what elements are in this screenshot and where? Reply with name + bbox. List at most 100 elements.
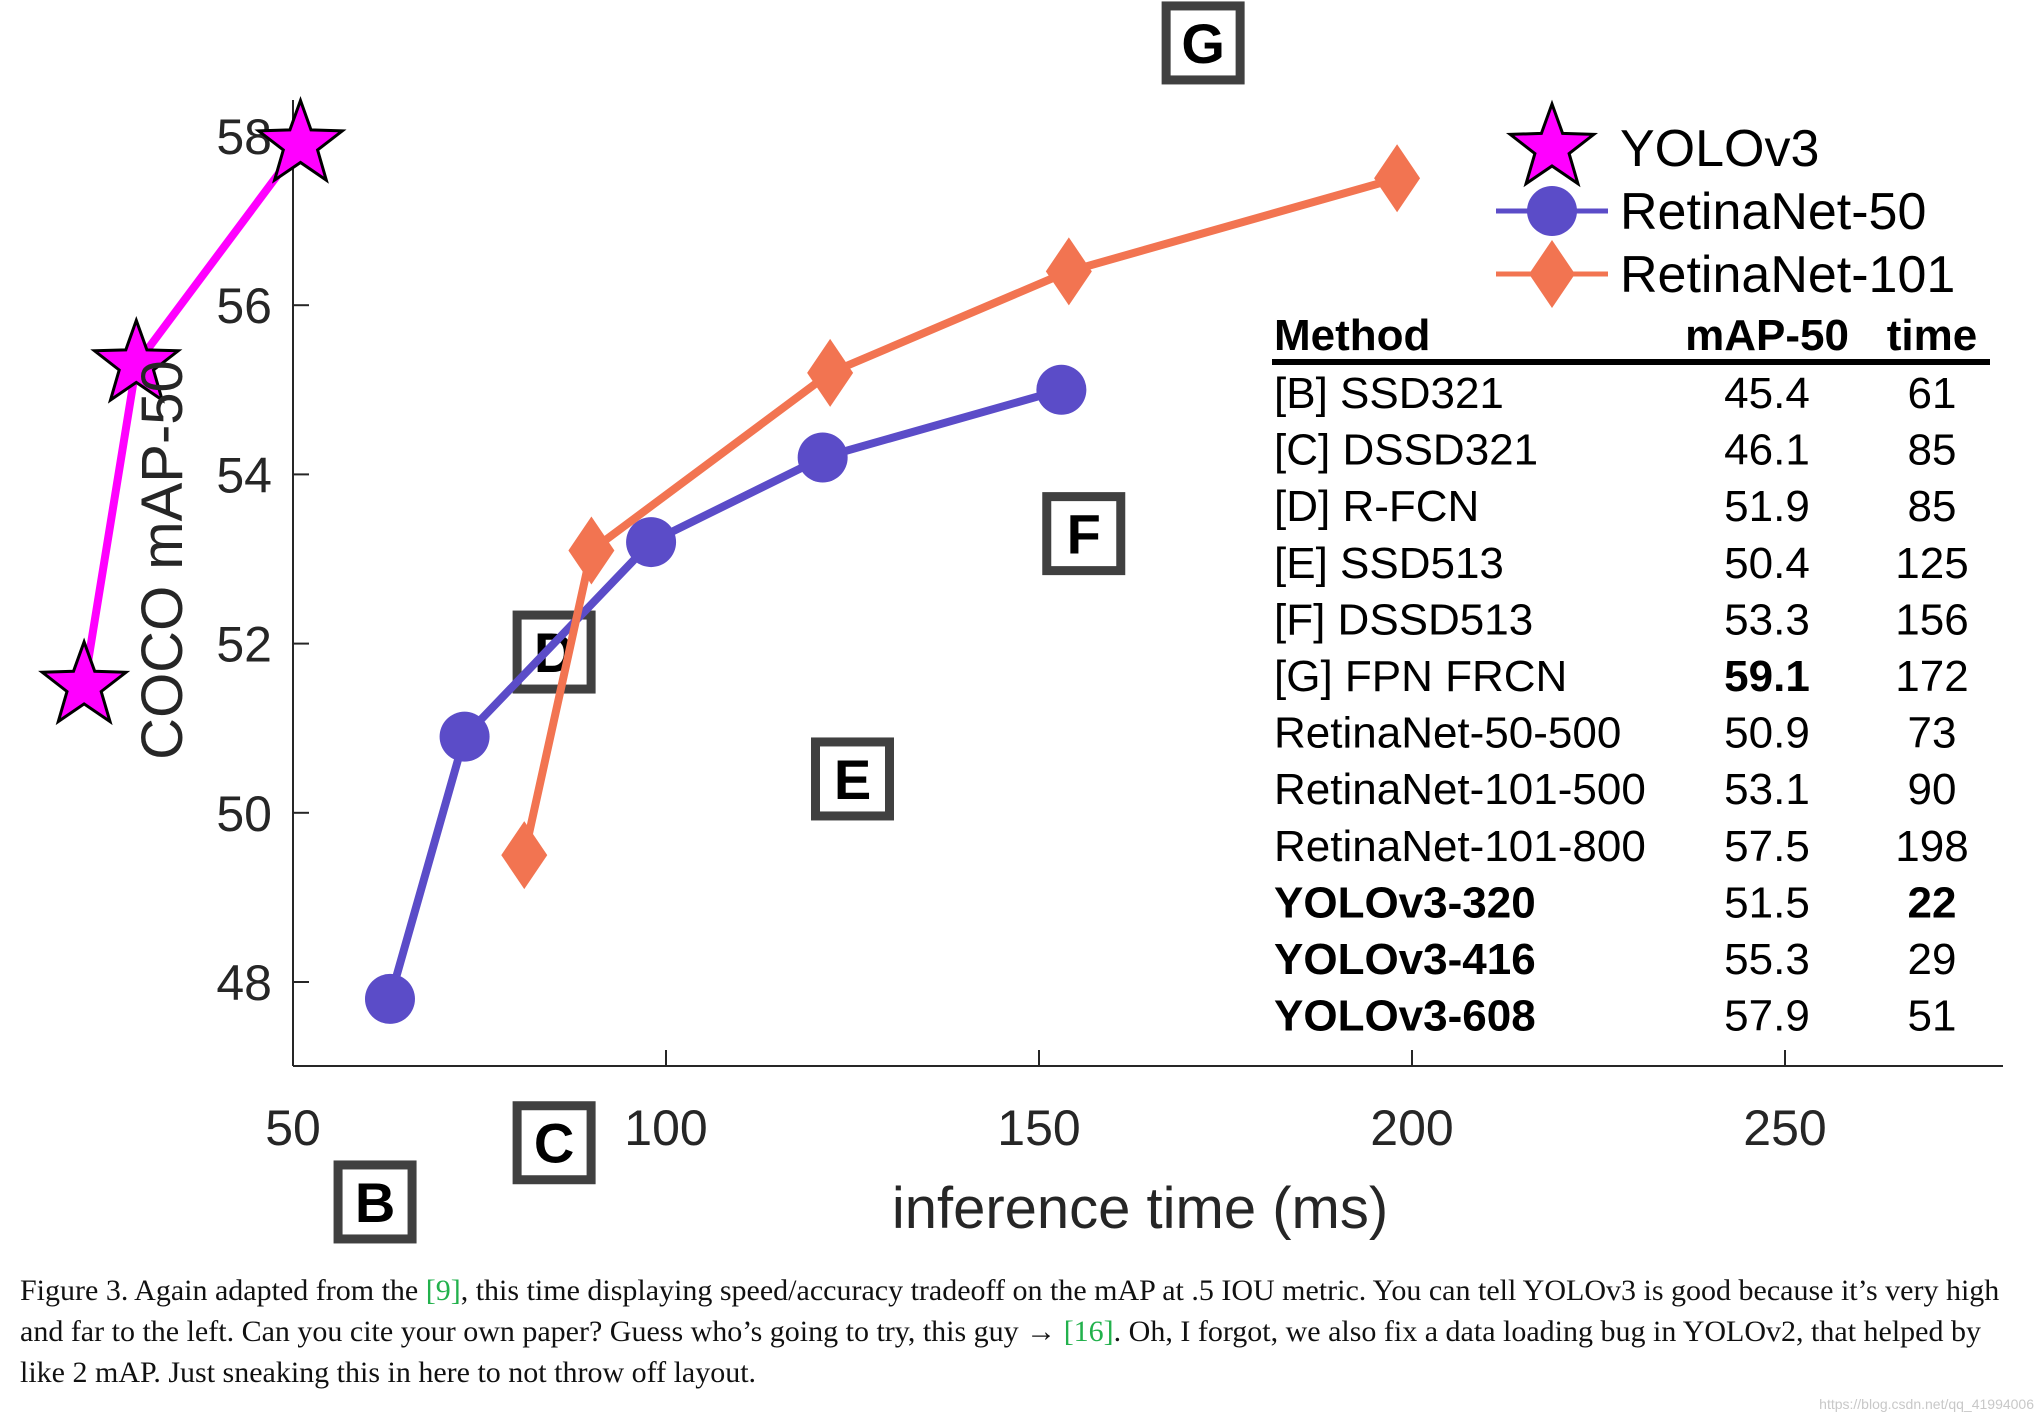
table-cell-time: 29: [1908, 935, 1957, 984]
table-row: [G] FPN FRCN 59.1 172: [1274, 652, 1969, 701]
table-row: [E] SSD513 50.4 125: [1274, 539, 1969, 588]
point-retinanet-101-4: [1374, 144, 1421, 213]
table-row: YOLOv3-416 55.3 29: [1274, 935, 1956, 984]
x-tick-label-250: 250: [1743, 1100, 1826, 1156]
caption-ref-9[interactable]: [9]: [425, 1274, 461, 1307]
legend-entry-retinanet-101: RetinaNet-101: [1496, 240, 1955, 308]
table-cell-map: 59.1: [1724, 652, 1810, 701]
y-tick-label-48: 48: [216, 955, 272, 1011]
table-cell-map: 55.3: [1724, 935, 1810, 984]
box-marker-b: B: [333, 1160, 417, 1244]
table-header-method: Method: [1274, 311, 1430, 360]
box-frame-b: [333, 1160, 417, 1244]
speed-accuracy-chart: 50 100 150 200 250 48 50 52 54 56 58 B C D E F G YOLOv3…: [38, 1, 2003, 1244]
box-frame-g: [1161, 1, 1245, 85]
table-cell-time: 85: [1908, 482, 1957, 531]
x-tick-label-50: 50: [265, 1100, 321, 1156]
caption-text-1: Figure 3. Again adapted from the: [20, 1274, 426, 1307]
watermark: https://blog.csdn.net/qq_41994006: [1819, 1396, 2034, 1412]
box-marker-f: F: [1042, 492, 1126, 576]
point-retinanet-101-0: [501, 821, 548, 890]
legend-marker-retinanet-50: [1527, 186, 1577, 236]
y-tick-label-56: 56: [216, 278, 272, 334]
table-cell-time: 90: [1908, 765, 1957, 814]
table-cell-time: 61: [1908, 369, 1957, 418]
legend-label-retinanet-50: RetinaNet-50: [1620, 183, 1926, 241]
point-yolov3-0: [38, 637, 131, 726]
point-retinanet-101-1: [568, 516, 615, 585]
box-markers: B C D E F G: [333, 1, 1245, 1244]
table-cell-method: YOLOv3-416: [1274, 935, 1536, 984]
box-frame-c: [512, 1101, 596, 1185]
table-row: RetinaNet-101-800 57.5 198: [1274, 822, 1969, 871]
box-marker-c: C: [512, 1101, 596, 1185]
box-marker-e: E: [811, 737, 894, 821]
point-yolov3-2: [254, 96, 347, 184]
table-cell-method: [B] SSD321: [1274, 369, 1504, 418]
legend-label-retinanet-101: RetinaNet-101: [1620, 246, 1955, 304]
table-cell-method: [D] R-FCN: [1274, 482, 1479, 531]
y-axis-label: COCO mAP-50: [130, 360, 195, 760]
table-cell-time: 198: [1895, 822, 1968, 871]
box-frame-f: [1042, 492, 1126, 576]
x-tick-label-150: 150: [997, 1100, 1080, 1156]
table-cell-time: 125: [1895, 539, 1968, 588]
table-cell-time: 172: [1895, 652, 1968, 701]
table-row: [C] DSSD321 46.1 85: [1274, 426, 1956, 475]
axes: 50 100 150 200 250 48 50 52 54 56 58: [216, 100, 2003, 1156]
table-cell-method: YOLOv3-608: [1274, 992, 1536, 1041]
table-cell-method: [G] FPN FRCN: [1274, 652, 1567, 701]
x-axis-label: inference time (ms): [892, 1176, 1388, 1241]
box-letter-b: B: [355, 1171, 395, 1234]
comparison-table: Method mAP-50 time [B] SSD321 45.4 61 [C] DSSD…: [1272, 311, 1990, 1041]
table-row: [D] R-FCN 51.9 85: [1274, 482, 1956, 531]
table-row: [B] SSD321 45.4 61: [1274, 369, 1956, 418]
table-cell-map: 51.5: [1724, 878, 1810, 927]
point-yolov3-1: [90, 315, 183, 404]
point-retinanet-50-1: [439, 711, 490, 762]
table-cell-map: 50.4: [1724, 539, 1810, 588]
table-cell-map: 46.1: [1724, 426, 1810, 475]
y-tick-label-58: 58: [216, 109, 272, 165]
table-cell-map: 50.9: [1724, 709, 1810, 758]
table-cell-time: 85: [1908, 426, 1957, 475]
table-cell-time: 156: [1895, 595, 1968, 644]
table-cell-time: 73: [1908, 709, 1957, 758]
box-marker-d: D: [512, 610, 596, 694]
table-header-time: time: [1887, 311, 1977, 360]
box-letter-g: G: [1181, 12, 1225, 75]
box-letter-c: C: [534, 1112, 574, 1175]
box-frame-d: [512, 610, 596, 694]
caption-ref-16[interactable]: [16]: [1063, 1315, 1114, 1348]
table-cell-map: 53.1: [1724, 765, 1810, 814]
point-retinanet-101-3: [1045, 237, 1092, 306]
table-cell-method: YOLOv3-320: [1274, 878, 1536, 927]
table-header-map: mAP-50: [1685, 311, 1849, 360]
point-retinanet-50-4: [1036, 364, 1087, 415]
table-row: RetinaNet-101-500 53.1 90: [1274, 765, 1956, 814]
legend-label-yolov3: YOLOv3: [1620, 120, 1819, 178]
table-cell-method: RetinaNet-101-800: [1274, 822, 1646, 871]
table-cell-method: [E] SSD513: [1274, 539, 1504, 588]
x-tick-label-100: 100: [624, 1100, 707, 1156]
table-row: YOLOv3-320 51.5 22: [1274, 878, 1956, 927]
y-tick-label-50: 50: [216, 786, 272, 842]
table-cell-map: 53.3: [1724, 595, 1810, 644]
figure-caption: Figure 3. Again adapted from the [9], th…: [20, 1270, 2010, 1393]
table-cell-map: 57.5: [1724, 822, 1810, 871]
legend-entry-yolov3: YOLOv3: [1505, 99, 1819, 188]
series-retinanet-101: [501, 144, 1421, 890]
table-cell-method: [C] DSSD321: [1274, 426, 1538, 475]
table-cell-map: 45.4: [1724, 369, 1810, 418]
legend-marker-retinanet-101: [1529, 240, 1575, 308]
point-retinanet-50-2: [626, 517, 677, 568]
point-retinanet-50-3: [797, 432, 848, 483]
box-letter-e: E: [834, 748, 871, 811]
table-row: [F] DSSD513 53.3 156: [1274, 595, 1969, 644]
legend-entry-retinanet-50: RetinaNet-50: [1496, 183, 1926, 241]
series-retinanet-50: [364, 364, 1087, 1024]
table-cell-map: 51.9: [1724, 482, 1810, 531]
point-retinanet-50-0: [364, 973, 415, 1024]
y-tick-label-54: 54: [216, 447, 272, 503]
